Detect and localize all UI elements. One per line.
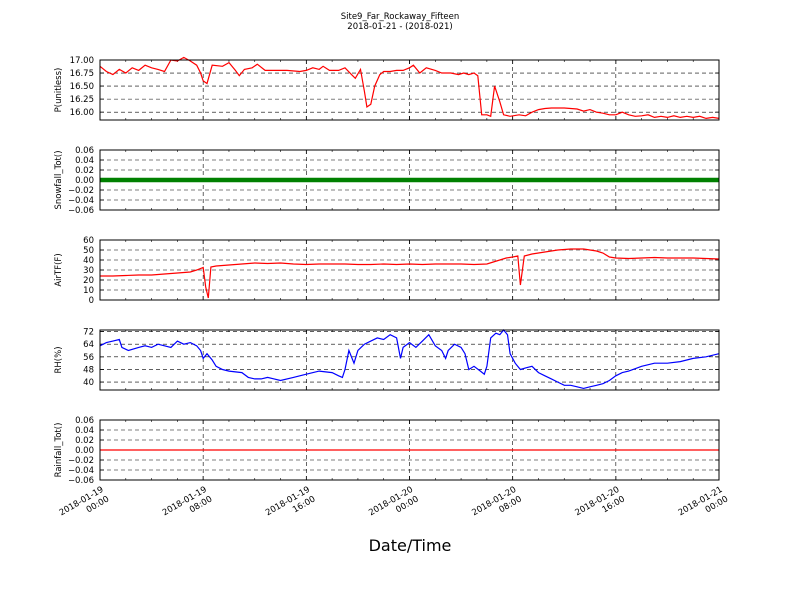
y-tick-label: 50 (83, 246, 94, 256)
y-tick-label: −0.04 (68, 466, 94, 476)
panels: 17.00 16.75 16.50 16.25 16.00 P(unitless) 0.06… (54, 56, 720, 486)
y-tick-label: 40 (83, 256, 94, 266)
y-tick-label: −0.02 (68, 186, 94, 196)
y-tick-label: 0.04 (75, 426, 94, 436)
series-line (100, 248, 720, 299)
y-axis-label: RH(%) (54, 346, 64, 373)
panel-0: 17.00 16.75 16.50 16.25 16.00 P(unitless) (54, 56, 720, 121)
y-tick-label: 0.02 (75, 166, 94, 176)
panel-1: 0.060.040.020.00−0.02−0.04−0.06 Snowfall_… (54, 146, 720, 216)
y-tick-label: 0.06 (75, 146, 94, 156)
y-tick-label: 60 (83, 236, 94, 246)
y-tick-label: 16.75 (70, 69, 94, 79)
y-axis-label: Rainfall_Tot() (54, 423, 64, 478)
y-tick-label: 0.02 (75, 436, 94, 446)
panel-frame (99, 149, 720, 211)
y-tick-label: −0.02 (68, 456, 94, 466)
y-axis-label: Snowfall_Tot() (54, 150, 64, 209)
series-line (99, 329, 720, 390)
panel-frame (99, 329, 720, 391)
y-tick-label: 30 (83, 266, 94, 276)
y-tick-label: −0.04 (68, 196, 94, 206)
y-axis-label: P(unitless) (54, 68, 64, 113)
chart-subtitle: 2018-01-21 - (2018-021) (347, 22, 452, 32)
panel-frame (99, 419, 720, 481)
chart-title: Site9_Far_Rockaway_Fifteen (341, 12, 460, 22)
y-tick-label: 20 (83, 276, 94, 286)
panel-frame (99, 59, 720, 121)
y-tick-label: −0.06 (68, 476, 94, 486)
panel-frame (99, 239, 720, 301)
y-tick-label: 0.00 (75, 176, 94, 186)
y-tick-label: 0 (89, 296, 94, 306)
y-tick-label: 0.00 (75, 446, 94, 456)
y-tick-label: 56 (83, 353, 94, 363)
y-tick-label: 10 (83, 286, 94, 296)
y-tick-label: 16.50 (70, 82, 94, 92)
y-tick-label: 40 (83, 378, 94, 388)
y-tick-label: 17.00 (70, 56, 94, 66)
y-tick-label: 64 (83, 340, 94, 350)
series-line (99, 56, 720, 120)
y-tick-label: −0.06 (68, 206, 94, 216)
y-tick-label: 16.25 (70, 95, 94, 105)
panel-3: 72 64 56 48 40 RH(%) (54, 328, 720, 391)
y-tick-label: 16.00 (70, 108, 94, 118)
y-tick-label: 72 (83, 328, 94, 338)
y-tick-label: 0.06 (75, 416, 94, 426)
y-tick-label: 48 (83, 365, 94, 375)
panel-4: 0.060.040.020.00−0.02−0.04−0.06 Rainfall_… (54, 416, 720, 486)
x-axis-label: Date/Time (369, 536, 452, 555)
y-tick-label: 0.04 (75, 156, 94, 166)
y-axis-label: AirTF(F) (54, 253, 64, 286)
